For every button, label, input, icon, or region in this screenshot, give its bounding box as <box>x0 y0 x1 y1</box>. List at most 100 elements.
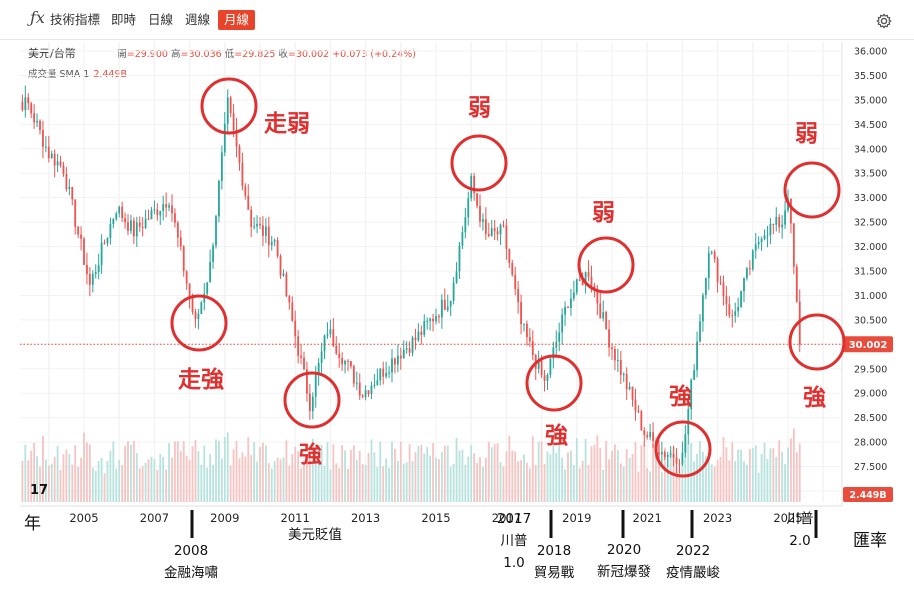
volume-bar <box>423 453 426 502</box>
volume-bar <box>534 464 537 502</box>
candle-body <box>716 258 719 283</box>
volume-bar <box>584 438 587 502</box>
volume-bar <box>643 445 646 502</box>
candle-body <box>637 410 640 412</box>
candle-body <box>461 232 464 246</box>
candle-body <box>558 332 561 342</box>
candle-body <box>308 393 311 412</box>
event-label: 2017 川普 1.0 <box>496 511 532 571</box>
volume-bar <box>320 444 323 502</box>
candle-body <box>405 348 408 350</box>
volume-bar <box>710 464 713 502</box>
candle-body <box>320 351 323 363</box>
volume-bar <box>276 457 279 502</box>
candle-body <box>446 306 449 310</box>
candle-body <box>757 242 760 245</box>
candle-body <box>746 268 748 279</box>
candle-body <box>599 303 602 319</box>
volume-bar <box>285 440 288 502</box>
candle-body <box>132 220 135 237</box>
candle-body <box>127 222 129 231</box>
volume-bar <box>47 465 50 502</box>
volume-bar <box>394 448 396 502</box>
tab-monthly[interactable]: 月線 <box>218 10 256 30</box>
candle-body <box>91 274 94 285</box>
y-tick-label: 33.500 <box>854 169 887 180</box>
candle-body <box>646 434 649 438</box>
x-tick-label: 2007 <box>140 511 169 525</box>
candle-body <box>311 396 314 412</box>
candle-body <box>399 355 402 359</box>
candle-body <box>402 349 405 359</box>
volume-bar <box>39 466 41 502</box>
volume-bar <box>443 445 446 502</box>
volume-bar <box>59 470 62 502</box>
candle-body <box>244 186 247 196</box>
candle-body <box>508 248 511 263</box>
tab-indicators[interactable]: 技術指標 <box>50 12 101 27</box>
candle-body <box>567 306 569 309</box>
volume-bar <box>112 441 115 502</box>
volume-bar <box>775 456 778 502</box>
candle-body <box>792 223 795 267</box>
volume-bar <box>153 459 156 502</box>
volume-bar <box>53 456 56 502</box>
volume-bar <box>218 440 220 502</box>
volume-bar <box>223 437 226 502</box>
volume-bar <box>197 451 200 502</box>
candle-body <box>86 264 88 275</box>
candle-body <box>276 240 279 257</box>
volume-tag-bg <box>843 487 893 502</box>
candle-body <box>279 256 282 276</box>
candle-body <box>130 220 132 231</box>
candle-body <box>370 385 373 395</box>
tab-realtime[interactable]: 即時 <box>111 12 137 27</box>
volume-bar <box>273 461 276 502</box>
candle-body <box>118 206 121 214</box>
volume-bar <box>479 457 481 502</box>
volume-bar <box>435 457 437 502</box>
tab-daily[interactable]: 日線 <box>148 12 174 27</box>
volume-bar <box>792 428 795 502</box>
candle-body <box>329 329 332 335</box>
volume-bar <box>631 453 634 502</box>
candle-body <box>537 360 540 369</box>
volume-bar <box>461 449 464 502</box>
candle-body <box>763 235 766 239</box>
candle-body <box>440 299 443 318</box>
volume-bar <box>614 444 616 502</box>
volume-bar <box>86 442 88 502</box>
volume-bar <box>737 449 740 502</box>
volume-bar <box>118 460 121 502</box>
volume-bar <box>514 451 517 502</box>
volume-bar <box>493 444 496 502</box>
volume-bar <box>458 450 461 502</box>
y-tick-label: 32.000 <box>854 242 887 253</box>
volume-bar <box>649 471 652 502</box>
candle-body <box>194 311 197 319</box>
candle-body <box>699 321 701 342</box>
volume-bar <box>590 446 593 502</box>
candle-body <box>684 434 687 453</box>
candle-body <box>285 273 288 297</box>
volume-bar <box>484 457 487 502</box>
volume-bar <box>455 437 458 502</box>
volume-bar <box>396 460 399 502</box>
indicator-fx-icon[interactable]: ƒx <box>30 8 45 27</box>
candle-body <box>77 226 80 235</box>
volume-bar <box>751 448 754 502</box>
gear-icon[interactable] <box>876 13 892 29</box>
volume-bar <box>772 448 775 502</box>
volume-bar <box>36 456 38 502</box>
tab-weekly[interactable]: 週線 <box>185 12 211 27</box>
candle-body <box>379 368 382 381</box>
volume-bar <box>746 464 748 502</box>
volume-bar <box>44 459 47 502</box>
candle-body <box>455 271 458 283</box>
volume-bar <box>247 437 250 502</box>
volume-bar <box>438 459 440 502</box>
candle-body <box>218 180 220 217</box>
candle-body <box>663 452 666 457</box>
highlight-circle <box>577 236 635 294</box>
